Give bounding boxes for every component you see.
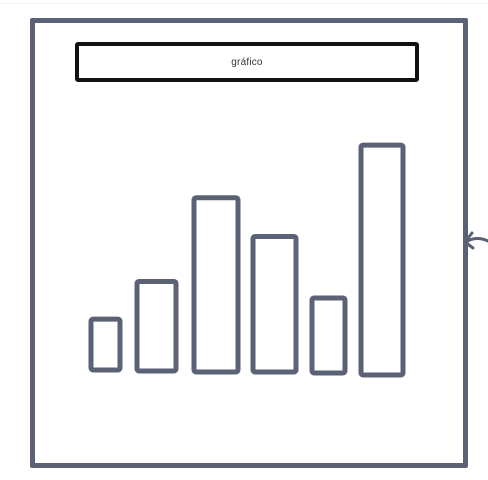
arrow-left-icon	[463, 231, 488, 250]
bar-3	[191, 195, 241, 375]
chart-title: gráfico	[231, 56, 263, 68]
bar-2	[134, 278, 179, 374]
bar-6	[358, 142, 406, 378]
bar-1	[88, 316, 123, 373]
chart-title-box: gráfico	[75, 42, 419, 82]
bar-4	[250, 233, 299, 375]
bar-5	[309, 295, 348, 376]
bars-group	[88, 142, 406, 378]
top-divider	[0, 3, 488, 4]
chart-frame	[30, 18, 468, 468]
